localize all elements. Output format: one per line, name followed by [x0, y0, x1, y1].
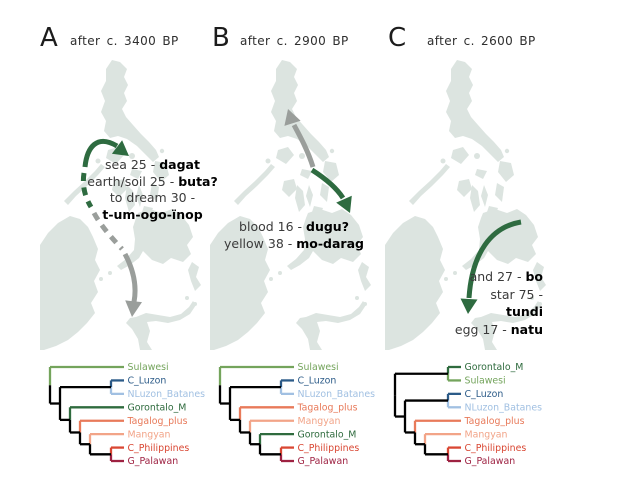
panel-a-subtitle: after c. 3400 BP	[70, 34, 179, 48]
tree-tip-label-c_philippines: C_Philippines	[298, 443, 360, 454]
tree-tip-label-c_luzon: C_Luzon	[465, 389, 504, 400]
tree-tip-label-nluzon_batanes: NLuzon_Batanes	[465, 402, 543, 413]
word-line: tundi	[425, 303, 543, 321]
word-gloss: star 75 -	[490, 286, 543, 302]
word-form: bo	[525, 269, 543, 284]
word-line: and 27 - bo	[425, 268, 543, 286]
panel-b-label: B	[212, 23, 230, 53]
panel-b-subtitle: after c. 2900 BP	[240, 34, 349, 48]
panel-c-arrows	[460, 219, 522, 314]
tree-tip-label-c_philippines: C_Philippines	[128, 443, 190, 454]
word-form: tundi	[505, 304, 543, 319]
tree-tip-label-tagalog_plus: Tagalog_plus	[464, 416, 525, 427]
tree-tip-label-gorontalo_m: Gorontalo_M	[298, 429, 357, 440]
word-form: mo-darag	[296, 235, 364, 251]
word-gloss: sea 25 -	[105, 157, 160, 172]
panel-b: B after c. 2900 BP blood 16 - dugu? yello…	[210, 0, 410, 480]
word-line: t-um-ogo-ïnop	[85, 207, 220, 224]
word-line: to dream 30 -	[85, 190, 220, 207]
tree-tip-label-g_palawan: G_Palawan	[298, 456, 349, 467]
panel-b-arrows	[284, 109, 352, 213]
panel-a-label: A	[40, 23, 58, 53]
tree-tip-label-nluzon_batanes: NLuzon_Batanes	[128, 389, 206, 400]
word-gloss: yellow 38 -	[224, 235, 297, 251]
tree-tip-label-gorontalo_m: Gorontalo_M	[465, 362, 524, 373]
gene-flow-arrowhead-green	[336, 195, 352, 213]
tree-tip-label-mangyan: Mangyan	[298, 416, 341, 427]
tree-tip-label-g_palawan: G_Palawan	[465, 456, 516, 467]
gene-flow-arrow-green	[310, 167, 346, 200]
word-gloss: egg 17 -	[454, 321, 511, 337]
dashed-path-green	[80, 172, 94, 209]
tree-tip-label-c_luzon: C_Luzon	[128, 376, 167, 387]
gene-flow-arrow-green	[466, 219, 522, 299]
migration-arrowhead-gray	[125, 300, 142, 317]
gene-flow-arrowhead-green	[111, 140, 129, 156]
tree-tip-label-mangyan: Mangyan	[128, 429, 171, 440]
word-form: dugu?	[306, 219, 349, 234]
panel-a-tree: Sulawesi C_Luzon NLuzon_Batanes Gorontalo_M…	[48, 362, 206, 467]
tree-tip-label-gorontalo_m: Gorontalo_M	[128, 402, 187, 413]
panel-c-subtitle: after c. 2600 BP	[427, 34, 536, 48]
gene-flow-arrowhead-green	[460, 298, 478, 314]
tree-tip-label-sulawesi: Sulawesi	[465, 376, 506, 387]
word-gloss: blood 16 -	[239, 219, 307, 234]
word-line: star 75 -	[425, 286, 543, 304]
migration-arrow-gray	[291, 123, 316, 168]
word-line: earth/soil 25 - buta?	[85, 174, 220, 191]
panel-c-word-list: and 27 - bo star 75 - tundi egg 17 - natu	[425, 268, 543, 338]
panel-a-word-list: sea 25 - dagat earth/soil 25 - buta? to dr…	[85, 157, 220, 223]
migration-arrow-gray	[122, 252, 138, 303]
panel-a-arrows	[80, 138, 142, 317]
word-form: dagat	[159, 157, 200, 172]
panel-c-label: C	[388, 23, 407, 53]
panel-b-tree: Sulawesi C_Luzon NLuzon_Batanes Tagalog_plu…	[218, 362, 376, 467]
tree-tip-label-tagalog_plus: Tagalog_plus	[297, 402, 358, 413]
tree-tip-label-sulawesi: Sulawesi	[128, 362, 169, 373]
tree-tip-label-c_philippines: C_Philippines	[465, 443, 527, 454]
panel-c: C after c. 2600 BP and 27 - bo star 75 -t…	[385, 0, 585, 480]
word-line: yellow 38 - mo-darag	[220, 236, 368, 253]
word-line: blood 16 - dugu?	[220, 219, 368, 236]
word-line: egg 17 - natu	[425, 321, 543, 339]
tree-tip-label-g_palawan: G_Palawan	[128, 456, 179, 467]
tree-tip-label-tagalog_plus: Tagalog_plus	[127, 416, 188, 427]
dashed-path-gray	[91, 211, 124, 251]
word-gloss: earth/soil 25 -	[87, 173, 179, 189]
gene-flow-arrow-green	[82, 138, 119, 168]
word-form: t-um-ogo-ïnop	[102, 206, 203, 222]
tree-tip-label-mangyan: Mangyan	[465, 429, 508, 440]
tree-tip-label-sulawesi: Sulawesi	[298, 362, 339, 373]
tree-tip-label-c_luzon: C_Luzon	[298, 376, 337, 387]
word-form: buta?	[178, 173, 218, 189]
panel-a: A after c. 3400 BP sea 25 - dagat earth/s…	[40, 0, 240, 480]
word-form: natu	[510, 321, 543, 337]
word-gloss: and 27 -	[469, 269, 526, 284]
tree-tip-label-nluzon_batanes: NLuzon_Batanes	[298, 389, 376, 400]
panel-b-word-list: blood 16 - dugu? yellow 38 - mo-darag	[220, 219, 368, 252]
panel-c-tree: Gorontalo_M Sulawesi C_Luzon NLuzon_Batanes…	[393, 362, 543, 467]
word-line: sea 25 - dagat	[85, 157, 220, 174]
word-gloss: to dream 30 -	[109, 190, 196, 205]
migration-arrowhead-gray	[284, 109, 301, 126]
